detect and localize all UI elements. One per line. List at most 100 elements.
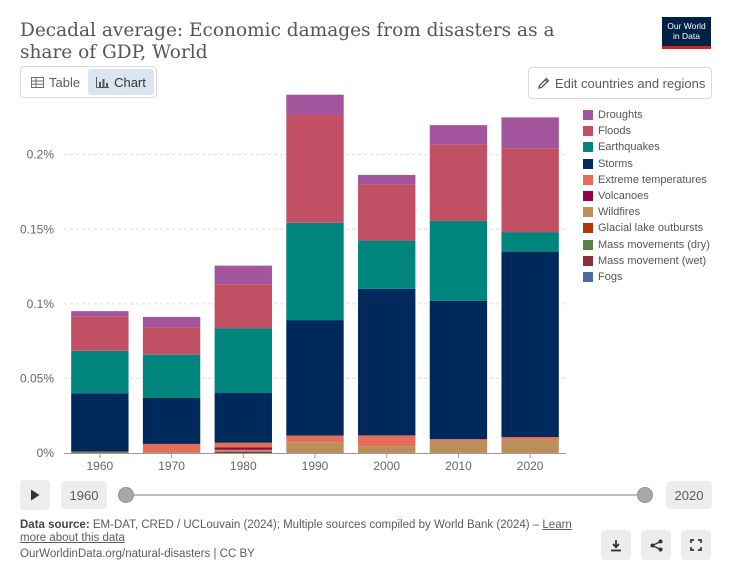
share-icon <box>650 539 662 551</box>
fullscreen-button[interactable] <box>681 530 711 560</box>
legend-label: Mass movements (dry) <box>598 238 710 251</box>
legend-item[interactable]: Glacial lake outbursts <box>583 220 710 236</box>
bar-segment <box>286 222 344 321</box>
legend-item[interactable]: Volcanoes <box>583 188 710 204</box>
bar-segment <box>142 397 201 444</box>
logo-line-1: Our World <box>667 21 706 31</box>
x-tick-label: 1970 <box>158 459 185 473</box>
legend-item[interactable]: Mass movements (dry) <box>583 237 710 253</box>
bar-segment <box>429 439 488 441</box>
bar-segment <box>214 265 272 285</box>
bar-segment <box>358 240 416 289</box>
bar-segment <box>142 443 201 453</box>
legend-item[interactable]: Storms <box>583 156 710 172</box>
bar-segment <box>214 328 272 394</box>
bar-segment <box>286 435 344 443</box>
bar-segment <box>286 114 344 223</box>
fullscreen-icon <box>690 539 702 551</box>
bar-segment <box>71 350 129 394</box>
legend-item[interactable]: Earthquakes <box>583 139 710 155</box>
bar-segment <box>71 311 129 317</box>
timeline-start-handle[interactable] <box>118 487 134 503</box>
bar-segment <box>429 125 488 145</box>
legend-item[interactable]: Floods <box>583 123 710 139</box>
legend-swatch <box>583 223 593 234</box>
edit-countries-button[interactable]: Edit countries and regions <box>528 67 712 99</box>
legend-label: Mass movement (wet) <box>598 254 707 267</box>
timeline-end-year[interactable]: 2020 <box>666 481 712 509</box>
tab-chart[interactable]: Chart <box>88 69 154 95</box>
bar-segment <box>71 451 129 453</box>
tab-table[interactable]: Table <box>23 69 88 95</box>
bar-segment <box>429 300 488 440</box>
bar-segment <box>429 144 488 221</box>
download-button[interactable] <box>601 530 631 560</box>
bar-segment <box>142 316 201 328</box>
bar-segment <box>214 442 272 448</box>
bar-segment <box>358 288 416 436</box>
legend-item[interactable]: Wildfires <box>583 204 710 220</box>
bar-segment <box>501 232 559 252</box>
bar-segment <box>214 284 272 329</box>
download-icon <box>611 539 621 551</box>
bar-segment <box>501 437 559 440</box>
share-button[interactable] <box>641 530 671 560</box>
legend-label: Fogs <box>598 270 623 283</box>
timeline-start-year[interactable]: 1960 <box>61 481 107 509</box>
x-tick-label: 2000 <box>373 459 400 473</box>
legend-item[interactable]: Droughts <box>583 107 710 123</box>
bar-segment <box>358 184 416 241</box>
stacked-bar-chart: 0% 0.05% 0.1% 0.15% 0.2% 1960 1970 1980 1990 2000… <box>20 94 566 473</box>
legend-swatch <box>583 255 593 266</box>
legend-swatch <box>583 191 593 202</box>
play-button[interactable] <box>20 480 50 510</box>
legend-item[interactable]: Mass movement (wet) <box>583 253 710 269</box>
bar-segment <box>429 220 488 301</box>
legend-label: Floods <box>598 125 632 138</box>
edit-button-label: Edit countries and regions <box>555 75 706 91</box>
logo-line-2: in Data <box>673 31 700 41</box>
bar-segment <box>501 251 559 438</box>
y-tick-label: 0.2% <box>27 148 55 162</box>
timeline-track[interactable] <box>128 494 646 496</box>
legend-item[interactable]: Extreme temperatures <box>583 172 710 188</box>
play-icon <box>31 489 40 501</box>
bar-segment <box>214 393 272 443</box>
bar-segment <box>214 451 272 453</box>
bar-segment <box>71 316 129 351</box>
source-label: Data source: <box>20 519 90 531</box>
y-tick-label: 0% <box>37 446 55 460</box>
legend-swatch <box>583 110 593 121</box>
chart-title: Decadal average: Economic damages from d… <box>20 20 555 63</box>
legend-label: Glacial lake outbursts <box>598 222 704 235</box>
x-tick-label: 2010 <box>445 459 472 473</box>
pencil-icon <box>538 77 550 89</box>
bar-segment <box>501 439 559 453</box>
bar-segment <box>501 117 559 149</box>
view-tabs: Table Chart <box>20 66 157 98</box>
legend-item[interactable]: Fogs <box>583 269 710 285</box>
legend-label: Extreme temperatures <box>598 173 707 186</box>
footer: Data source: EM-DAT, CRED / UCLouvain (2… <box>20 519 590 561</box>
bar-segment <box>142 354 201 398</box>
owid-logo[interactable]: Our World in Data <box>662 17 711 49</box>
timeline: 1960 2020 <box>20 480 712 510</box>
bar-segment <box>501 148 559 233</box>
learn-more-link[interactable]: Learn more about this data <box>20 519 572 544</box>
legend-label: Wildfires <box>598 206 641 219</box>
bar-segment <box>214 447 272 450</box>
timeline-end-handle[interactable] <box>637 487 653 503</box>
footer-url[interactable]: OurWorldinData.org/natural-disasters | C… <box>20 548 255 560</box>
legend-swatch <box>583 126 593 137</box>
x-tick-label: 1960 <box>87 459 114 473</box>
source-text: EM-DAT, CRED / UCLouvain (2024); Multipl… <box>89 519 543 531</box>
chart-icon <box>96 76 110 88</box>
legend-label: Volcanoes <box>598 190 649 203</box>
bar-segment <box>358 174 416 185</box>
x-tick-label: 1990 <box>302 459 329 473</box>
bar-segment <box>429 440 488 453</box>
legend-swatch <box>583 207 593 218</box>
bar-segment <box>214 449 272 452</box>
bar-segment <box>71 393 129 452</box>
table-icon <box>31 76 44 88</box>
